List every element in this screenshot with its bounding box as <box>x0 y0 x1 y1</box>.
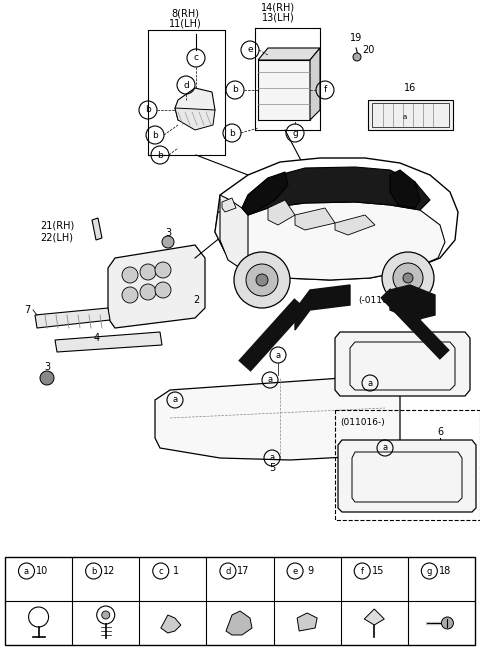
Text: b: b <box>152 131 158 140</box>
Text: 9: 9 <box>307 566 313 576</box>
Text: b: b <box>91 567 96 575</box>
Circle shape <box>234 252 290 308</box>
Text: 14(RH): 14(RH) <box>261 3 295 13</box>
Polygon shape <box>295 285 350 330</box>
Polygon shape <box>390 285 435 320</box>
Polygon shape <box>242 172 288 215</box>
Polygon shape <box>108 245 205 328</box>
Text: a: a <box>269 454 275 463</box>
Text: 22(LH): 22(LH) <box>40 232 73 242</box>
Circle shape <box>353 53 361 61</box>
Polygon shape <box>220 195 248 268</box>
Text: d: d <box>183 80 189 89</box>
Text: (011016-): (011016-) <box>340 417 385 426</box>
Text: 17: 17 <box>237 566 250 576</box>
Text: a: a <box>276 351 281 360</box>
Bar <box>368 100 453 130</box>
Circle shape <box>140 284 156 300</box>
Polygon shape <box>35 308 110 328</box>
Bar <box>5 557 475 645</box>
Text: 2: 2 <box>193 295 199 305</box>
Text: 1: 1 <box>173 566 179 576</box>
Polygon shape <box>161 615 181 633</box>
Text: a: a <box>403 114 407 120</box>
Text: 5: 5 <box>269 463 275 473</box>
Polygon shape <box>175 108 215 130</box>
Polygon shape <box>215 202 445 280</box>
Text: a: a <box>267 375 273 384</box>
Text: a: a <box>172 395 178 404</box>
Circle shape <box>256 274 268 286</box>
Text: g: g <box>427 567 432 575</box>
Polygon shape <box>175 88 215 125</box>
Text: 6: 6 <box>437 427 443 437</box>
Circle shape <box>382 252 434 304</box>
Polygon shape <box>310 48 320 120</box>
Text: 10: 10 <box>36 566 48 576</box>
Circle shape <box>393 263 423 293</box>
Circle shape <box>442 617 454 629</box>
Text: f: f <box>324 85 326 94</box>
Polygon shape <box>364 609 384 625</box>
Polygon shape <box>226 611 252 635</box>
Text: (-011016): (-011016) <box>358 296 403 305</box>
Text: a: a <box>24 567 29 575</box>
Text: 8(RH): 8(RH) <box>171 9 199 19</box>
Text: 11(LH): 11(LH) <box>168 19 202 29</box>
Polygon shape <box>268 200 295 225</box>
Circle shape <box>162 236 174 248</box>
Polygon shape <box>258 60 310 120</box>
Circle shape <box>140 264 156 280</box>
Circle shape <box>102 611 110 619</box>
Polygon shape <box>242 167 430 215</box>
Text: 15: 15 <box>372 566 384 576</box>
Text: 19: 19 <box>350 33 362 43</box>
Polygon shape <box>55 332 162 352</box>
Circle shape <box>155 262 171 278</box>
Text: 13(LH): 13(LH) <box>262 13 294 23</box>
Text: 18: 18 <box>439 566 451 576</box>
Circle shape <box>246 264 278 296</box>
Polygon shape <box>258 48 320 60</box>
Text: 6: 6 <box>415 313 421 323</box>
Text: b: b <box>145 105 151 115</box>
Text: b: b <box>232 85 238 94</box>
Text: 20: 20 <box>362 45 374 55</box>
Polygon shape <box>215 158 458 280</box>
Polygon shape <box>390 170 420 208</box>
Text: 16: 16 <box>404 83 416 93</box>
Circle shape <box>122 267 138 283</box>
Text: b: b <box>229 129 235 138</box>
Circle shape <box>403 273 413 283</box>
Polygon shape <box>335 332 470 396</box>
Circle shape <box>40 371 54 385</box>
Polygon shape <box>222 198 236 212</box>
Circle shape <box>155 282 171 298</box>
Text: 21(RH): 21(RH) <box>40 220 74 230</box>
Polygon shape <box>92 218 102 240</box>
Text: e: e <box>247 45 253 54</box>
Text: f: f <box>360 567 364 575</box>
Polygon shape <box>155 375 400 460</box>
Text: d: d <box>225 567 230 575</box>
Polygon shape <box>338 440 476 512</box>
Text: c: c <box>158 567 163 575</box>
Text: 3: 3 <box>165 228 171 238</box>
Polygon shape <box>295 208 335 230</box>
Text: 12: 12 <box>103 566 115 576</box>
Circle shape <box>122 287 138 303</box>
Text: 3: 3 <box>44 362 50 372</box>
Text: a: a <box>367 378 372 388</box>
Polygon shape <box>335 215 375 235</box>
Text: c: c <box>193 54 199 63</box>
Text: g: g <box>292 129 298 138</box>
Text: a: a <box>383 443 387 452</box>
Text: e: e <box>292 567 298 575</box>
Text: b: b <box>157 151 163 160</box>
Bar <box>372 103 449 127</box>
Polygon shape <box>297 613 317 631</box>
Bar <box>335 410 480 520</box>
Text: 4: 4 <box>94 333 100 343</box>
Text: 7: 7 <box>24 305 30 315</box>
